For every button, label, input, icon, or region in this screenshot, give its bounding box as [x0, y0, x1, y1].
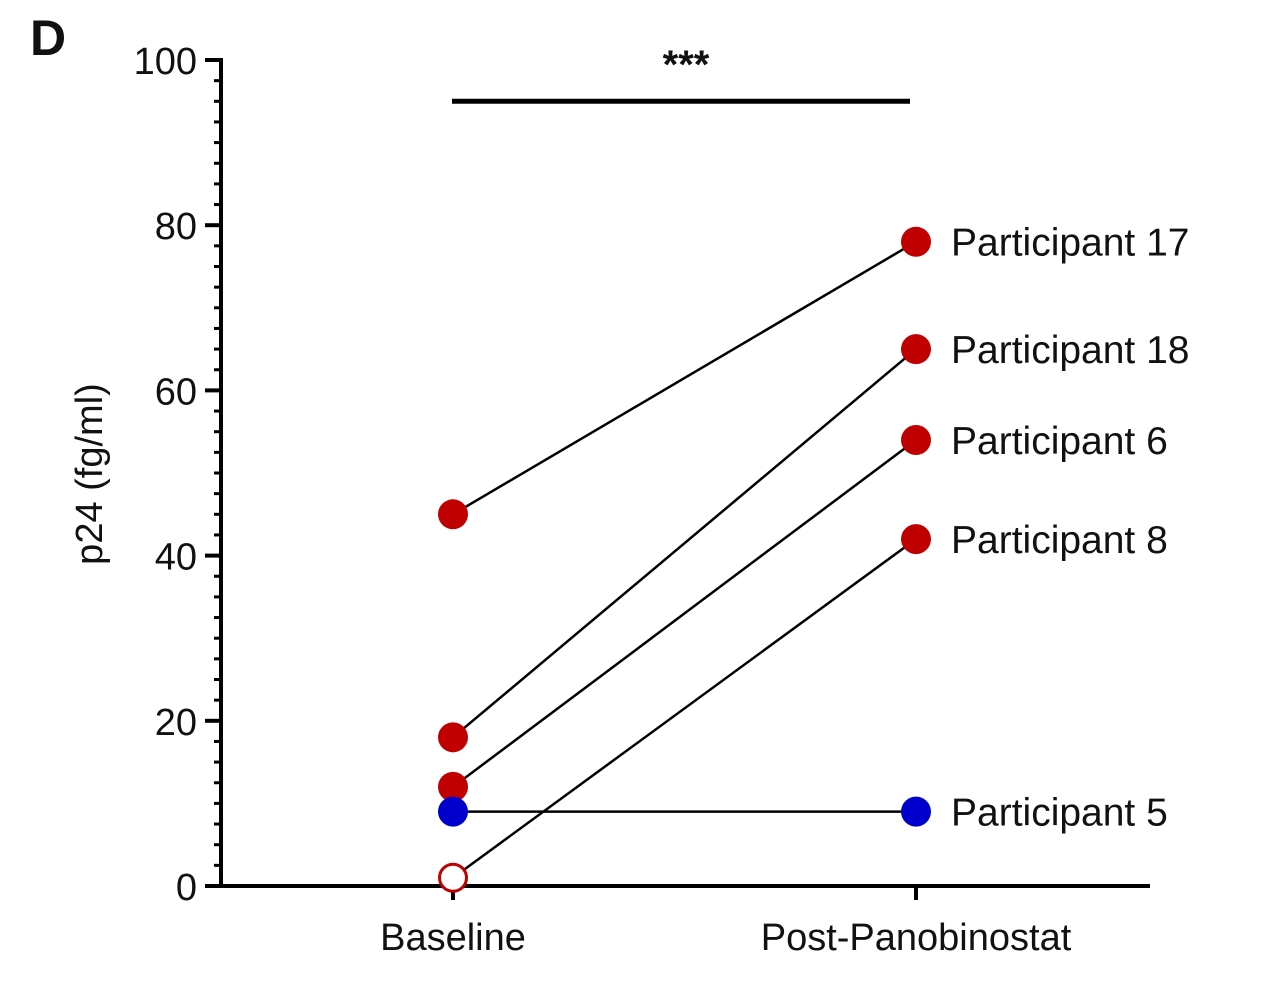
x-tick-label: Post-Panobinostat: [761, 917, 1072, 959]
series-group: Participant 8: [438, 519, 1168, 893]
post-point: [901, 334, 931, 365]
y-tick-label: 100: [134, 41, 197, 83]
axes: 0 20 40 60 80 100 Baseline Post-Panobinostat: [134, 41, 1150, 959]
series-group: Participant 6: [438, 420, 1168, 802]
x-tick-label: Baseline: [380, 917, 526, 959]
post-point: [901, 524, 931, 555]
series-label: Participant 5: [951, 792, 1168, 835]
series-label: Participant 6: [951, 420, 1168, 463]
baseline-point: [438, 499, 468, 530]
y-tick-label: 0: [176, 867, 197, 909]
post-point: [901, 424, 931, 455]
y-tick-label: 80: [155, 206, 197, 248]
series-line: [452, 438, 917, 788]
y-tick-label: 40: [155, 537, 197, 579]
post-point: [901, 226, 931, 257]
series-group: Participant 18: [438, 329, 1189, 753]
series-label: Participant 18: [951, 329, 1189, 372]
series-line: [452, 538, 917, 879]
series-line: [452, 240, 917, 516]
post-point: [901, 796, 931, 827]
y-tick-label: 20: [155, 702, 197, 744]
baseline-point: [438, 722, 468, 753]
baseline-point: [438, 771, 468, 802]
panel-label: D: [30, 10, 66, 66]
y-tick-label: 60: [155, 371, 197, 413]
series-group: Participant 5: [438, 792, 1168, 835]
series-label: Participant 8: [951, 519, 1168, 562]
y-axis-title: p24 (fg/ml): [69, 383, 111, 565]
series-line: [452, 348, 917, 739]
baseline-point: [438, 796, 468, 827]
significance-stars: ***: [663, 43, 710, 87]
series-label: Participant 17: [951, 222, 1189, 265]
baseline-point-open: [438, 862, 468, 893]
series-group: Participant 17: [438, 222, 1189, 530]
plot-area: Participant 17 Participant 18 Participant …: [438, 222, 1189, 893]
significance-annotation: ***: [452, 43, 910, 104]
